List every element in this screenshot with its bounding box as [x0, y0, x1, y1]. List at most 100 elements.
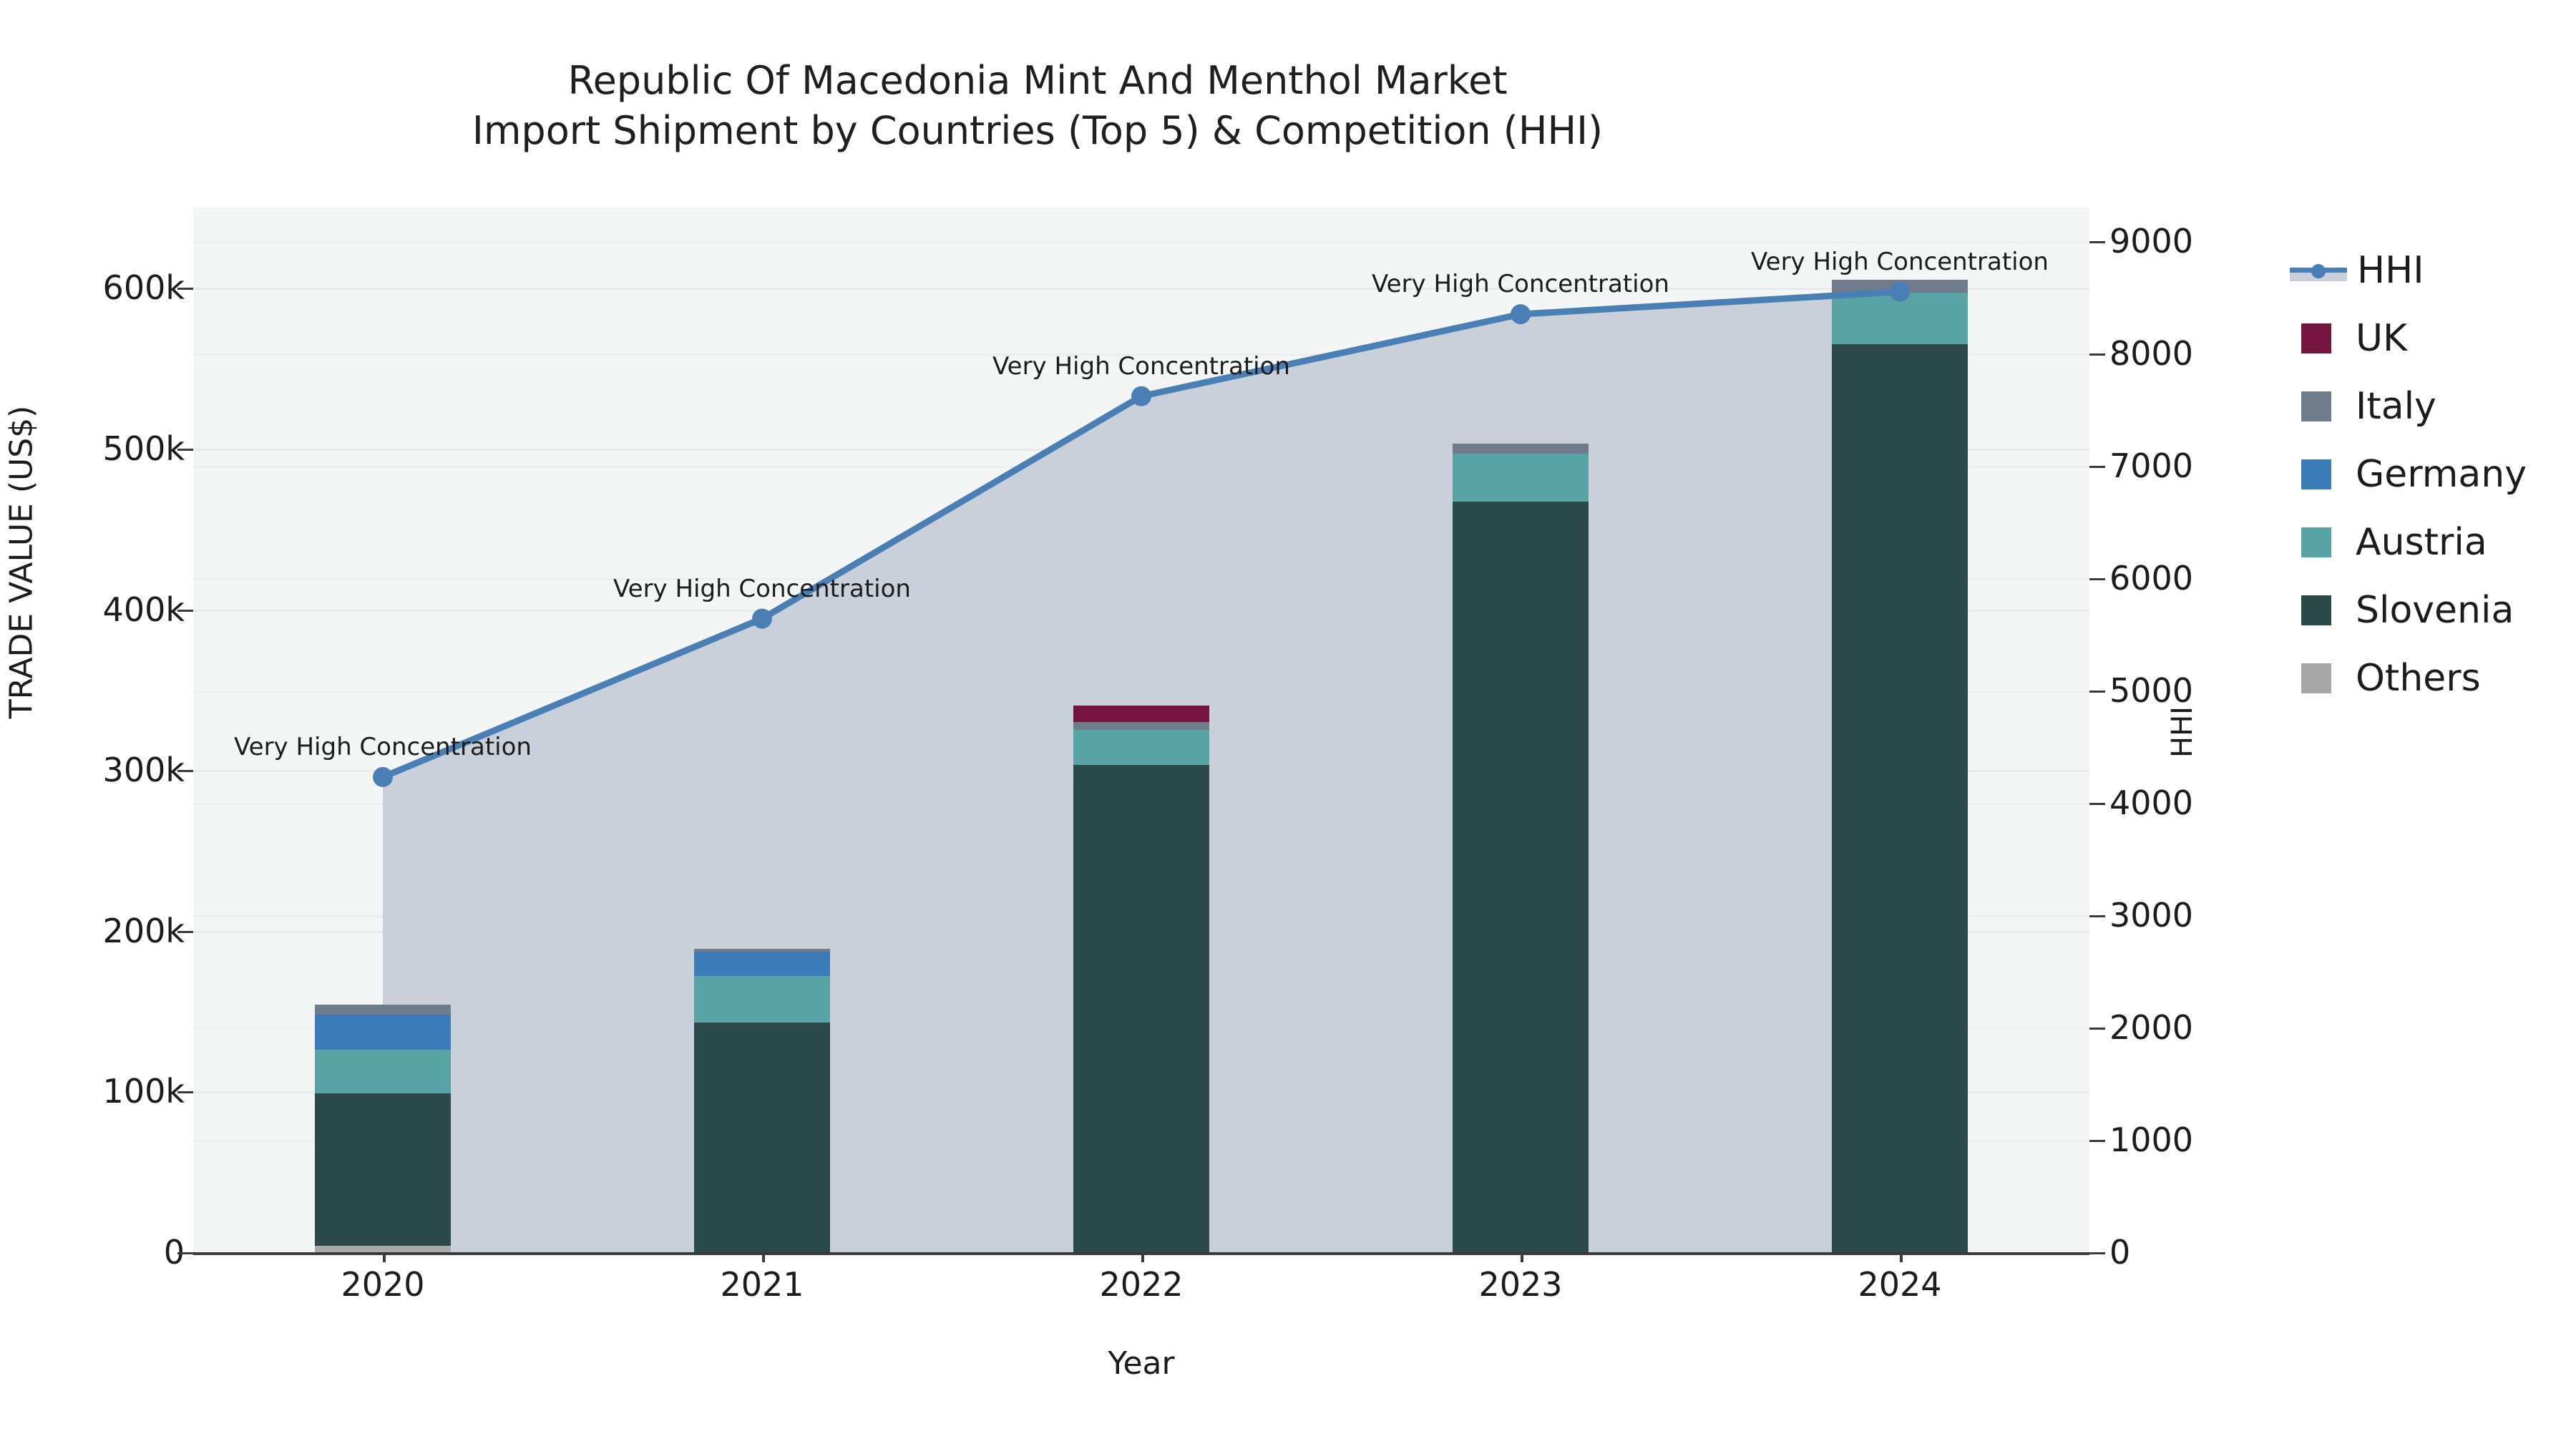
- hhi-data-point[interactable]: [1131, 386, 1151, 406]
- x-tick-label: 2021: [720, 1265, 804, 1304]
- bar-segment[interactable]: [1452, 502, 1589, 1252]
- y-axis-left-label: TRADE VALUE (US$): [3, 405, 40, 719]
- y-tick-label-right: 8000: [2109, 334, 2194, 374]
- legend-item-slovenia[interactable]: Slovenia: [2290, 576, 2576, 644]
- legend-label: UK: [2356, 316, 2408, 360]
- y-tick-label-right: 0: [2109, 1233, 2131, 1272]
- bar-segment[interactable]: [693, 951, 831, 976]
- y-tick-mark-right: [2089, 353, 2105, 356]
- y-tick-label-right: 1000: [2109, 1121, 2194, 1159]
- bar-segment[interactable]: [1073, 765, 1210, 1252]
- x-tick-label: 2020: [341, 1265, 425, 1304]
- x-tick-label: 2022: [1099, 1265, 1184, 1304]
- y-tick-label-left: 500k: [102, 429, 185, 468]
- y-tick-mark-left: [177, 1252, 193, 1254]
- bar-segment[interactable]: [314, 1093, 452, 1246]
- y-tick-mark-left: [177, 448, 193, 451]
- legend-item-uk[interactable]: UK: [2290, 304, 2576, 372]
- hhi-data-point[interactable]: [752, 608, 772, 629]
- gridline: [193, 288, 2089, 291]
- legend-swatch-icon: [2301, 595, 2331, 625]
- y-tick-mark-left: [177, 288, 193, 291]
- y-tick-mark-right: [2089, 803, 2105, 806]
- legend-item-austria[interactable]: Austria: [2290, 508, 2576, 576]
- hhi-data-point[interactable]: [373, 766, 393, 787]
- y-tick-mark-right: [2089, 691, 2105, 693]
- bar-segment[interactable]: [314, 1005, 452, 1015]
- bar-segment[interactable]: [693, 1022, 831, 1252]
- bar-segment[interactable]: [1452, 453, 1589, 502]
- y-tick-label-right: 9000: [2109, 222, 2194, 261]
- y-tick-label-right: 5000: [2109, 671, 2194, 711]
- x-tick-mark: [1141, 1252, 1144, 1262]
- bar-group[interactable]: [314, 1005, 452, 1252]
- chart-legend: HHI UK Italy Germany Austria Slovenia Others: [2290, 236, 2576, 712]
- concentration-annotation: Very High Concentration: [234, 732, 532, 761]
- legend-item-others[interactable]: Others: [2290, 644, 2576, 712]
- bar-segment[interactable]: [1073, 721, 1210, 730]
- bar-segment[interactable]: [1073, 706, 1210, 722]
- bar-segment[interactable]: [693, 948, 831, 952]
- concentration-annotation: Very High Concentration: [1372, 270, 1669, 299]
- x-tick-mark: [1521, 1252, 1523, 1262]
- bar-group[interactable]: [693, 948, 831, 1252]
- x-tick-mark: [383, 1252, 386, 1262]
- y-tick-mark-left: [177, 1091, 193, 1094]
- x-axis-label: Year: [1108, 1345, 1175, 1382]
- legend-swatch-icon: [2301, 663, 2331, 693]
- plot-area: Very High Concentration Very High Concent…: [193, 208, 2089, 1252]
- legend-line-icon: [2290, 255, 2347, 286]
- concentration-annotation: Very High Concentration: [613, 574, 911, 603]
- hhi-data-point[interactable]: [1511, 304, 1531, 325]
- chart-title: Republic Of Macedonia Mint And Menthol M…: [472, 58, 1604, 154]
- y-tick-label-left: 100k: [102, 1072, 185, 1111]
- bar-segment[interactable]: [314, 1014, 452, 1050]
- bar-segment[interactable]: [693, 975, 831, 1023]
- y-tick-label-right: 6000: [2109, 559, 2194, 598]
- legend-item-italy[interactable]: Italy: [2290, 372, 2576, 440]
- legend-label: Italy: [2356, 384, 2436, 428]
- legend-label: Others: [2356, 656, 2481, 700]
- x-tick-label: 2024: [1858, 1265, 1942, 1304]
- hhi-line: [373, 281, 1910, 787]
- gridline-secondary: [193, 241, 2089, 244]
- concentration-annotation: Very High Concentration: [992, 351, 1290, 381]
- x-tick-mark: [1900, 1252, 1903, 1262]
- y-tick-label-left: 300k: [102, 751, 185, 790]
- bar-segment[interactable]: [1831, 343, 1968, 1252]
- bar-group[interactable]: [1831, 280, 1968, 1252]
- y-tick-mark-right: [2089, 578, 2105, 581]
- bar-segment[interactable]: [314, 1246, 452, 1252]
- y-tick-mark-left: [177, 930, 193, 933]
- legend-label: Austria: [2356, 520, 2487, 564]
- bar-segment[interactable]: [1452, 444, 1589, 454]
- y-tick-label-left: 200k: [102, 911, 185, 950]
- legend-item-hhi[interactable]: HHI: [2290, 236, 2576, 304]
- legend-item-germany[interactable]: Germany: [2290, 440, 2576, 508]
- hhi-data-point[interactable]: [1890, 281, 1910, 302]
- y-tick-mark-right: [2089, 1252, 2105, 1254]
- bar-segment[interactable]: [1073, 730, 1210, 766]
- legend-label: Germany: [2356, 452, 2527, 496]
- bar-group[interactable]: [1073, 706, 1210, 1252]
- legend-label: HHI: [2357, 248, 2424, 292]
- legend-swatch-icon: [2301, 323, 2331, 353]
- y-tick-mark-right: [2089, 1028, 2105, 1030]
- y-tick-mark-right: [2089, 466, 2105, 469]
- x-tick-label: 2023: [1478, 1265, 1563, 1304]
- y-tick-label-right: 4000: [2109, 784, 2194, 823]
- y-tick-mark-left: [177, 770, 193, 773]
- bar-segment[interactable]: [314, 1050, 452, 1093]
- bar-group[interactable]: [1452, 444, 1589, 1252]
- y-tick-mark-right: [2089, 241, 2105, 244]
- legend-swatch-icon: [2301, 459, 2331, 489]
- y-tick-mark-right: [2089, 915, 2105, 918]
- y-axis-right-label: HHI: [2166, 706, 2199, 758]
- y-tick-label-left: 400k: [102, 590, 185, 629]
- y-tick-mark-left: [177, 609, 193, 612]
- legend-swatch-icon: [2301, 391, 2331, 421]
- y-tick-label-right: 3000: [2109, 896, 2194, 935]
- y-tick-mark-right: [2089, 1140, 2105, 1142]
- y-tick-label-right: 7000: [2109, 447, 2194, 486]
